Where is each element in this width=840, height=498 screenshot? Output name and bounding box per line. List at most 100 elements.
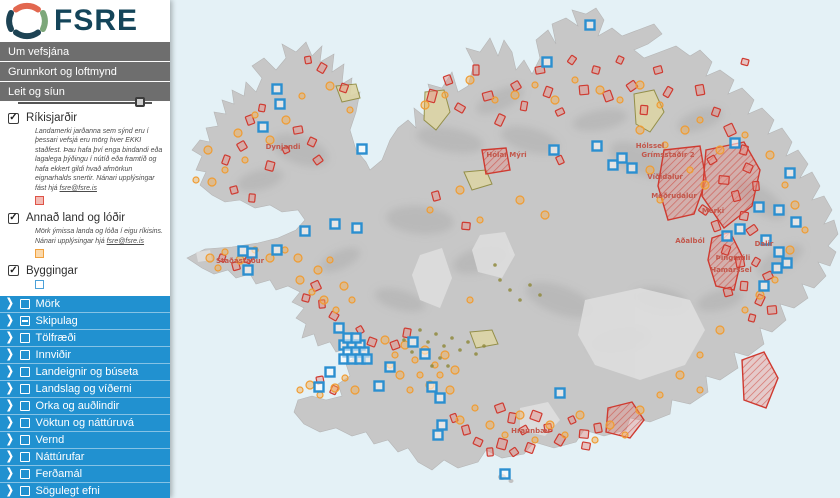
building-marker[interactable] xyxy=(237,245,249,257)
layer-group-landeignir-og-buseta[interactable]: ❯ Landeignir og búseta xyxy=(0,363,170,381)
rikisjardir-parcel[interactable] xyxy=(534,65,546,75)
rikisjardir-region[interactable] xyxy=(481,147,511,175)
building-marker[interactable] xyxy=(729,137,741,149)
other-land-marker[interactable] xyxy=(391,351,399,359)
layer-group-vernd[interactable]: ❯ Vernd xyxy=(0,431,170,449)
small-parcel-dot[interactable] xyxy=(458,348,462,352)
rikisjardir-parcel[interactable] xyxy=(751,256,761,268)
rikisjardir-parcel[interactable] xyxy=(524,442,536,454)
other-land-marker[interactable] xyxy=(406,386,414,394)
other-land-marker[interactable] xyxy=(395,370,405,380)
other-land-marker[interactable] xyxy=(203,145,213,155)
other-land-marker[interactable] xyxy=(561,431,569,439)
chevron-right-icon[interactable]: ❯ xyxy=(6,382,14,395)
building-marker[interactable] xyxy=(434,392,446,404)
rikisjardir-parcel[interactable] xyxy=(519,100,529,112)
other-land-marker[interactable] xyxy=(616,96,624,104)
small-parcel-dot[interactable] xyxy=(474,352,478,356)
rikisjardir-parcel[interactable] xyxy=(301,293,311,303)
small-parcel-dot[interactable] xyxy=(528,283,532,287)
rikisjardir-parcel[interactable] xyxy=(312,154,324,166)
building-marker[interactable] xyxy=(350,332,362,344)
other-land-marker[interactable] xyxy=(635,125,645,135)
other-land-marker[interactable] xyxy=(298,92,306,100)
contact-link-annad-land-og-lodir[interactable]: fsre@fsre.is xyxy=(106,237,145,245)
rikisjardir-parcel[interactable] xyxy=(745,224,759,236)
rikisjardir-parcel[interactable] xyxy=(264,160,276,172)
contact-link-rikisjardir[interactable]: fsre@fsre.is xyxy=(59,184,97,192)
rikisjardir-parcel[interactable] xyxy=(578,84,590,96)
other-land-marker[interactable] xyxy=(251,111,259,119)
chevron-right-icon[interactable]: ❯ xyxy=(6,331,14,344)
rikisjardir-parcel[interactable] xyxy=(495,437,509,451)
other-land-marker[interactable] xyxy=(476,216,484,224)
small-parcel-dots-layer[interactable] xyxy=(402,263,542,368)
rikisjardir-parcel[interactable] xyxy=(472,64,480,76)
menu-item-grunnkort-og-loftmynd[interactable]: Grunnkort og loftmynd xyxy=(0,62,170,82)
small-parcel-dot[interactable] xyxy=(418,328,422,332)
other-land-polygons-layer[interactable] xyxy=(335,83,665,349)
other-land-marker[interactable] xyxy=(765,150,775,160)
chevron-right-icon[interactable]: ❯ xyxy=(6,365,14,378)
small-parcel-dot[interactable] xyxy=(442,344,446,348)
building-marker[interactable] xyxy=(299,225,311,237)
other-land-marker[interactable] xyxy=(741,131,749,139)
rikisjardir-parcel[interactable] xyxy=(542,85,554,99)
layer-group-landslag-og-viderni[interactable]: ❯ Landslag og víðerni xyxy=(0,380,170,398)
building-marker[interactable] xyxy=(584,19,596,31)
other-land-marker[interactable] xyxy=(296,386,304,394)
rikisjardir-parcel[interactable] xyxy=(486,447,494,457)
orka-og-audlindir-checkbox[interactable] xyxy=(19,400,30,411)
other-land-marker[interactable] xyxy=(675,370,685,380)
small-parcel-dot[interactable] xyxy=(430,364,434,368)
rikisjardir-parcel[interactable] xyxy=(426,88,438,104)
rikisjardir-parcel[interactable] xyxy=(244,114,256,126)
landslag-og-viderni-checkbox[interactable] xyxy=(19,383,30,394)
other-land-marker[interactable] xyxy=(755,290,765,300)
rikisjardir-parcel[interactable] xyxy=(339,82,349,94)
chevron-right-icon[interactable]: ❯ xyxy=(6,484,14,497)
other-land-marker[interactable] xyxy=(281,115,291,125)
other-land-marker[interactable] xyxy=(420,100,430,110)
chevron-right-icon[interactable]: ❯ xyxy=(6,450,14,463)
menu-item-leit-og-siun[interactable]: Leit og síun xyxy=(0,82,170,102)
building-marker[interactable] xyxy=(760,234,772,246)
rikisjardir-parcel[interactable] xyxy=(236,140,248,152)
layer-toggle-rikisjardir[interactable]: ✓ Ríkisjarðir xyxy=(8,112,162,124)
layer-toggle-byggingar[interactable]: ✓ Byggingar xyxy=(8,265,162,277)
rikisjardir-parcel[interactable] xyxy=(518,424,530,436)
other-land-marker[interactable] xyxy=(205,253,215,263)
other-land-polygon[interactable] xyxy=(463,169,493,191)
building-marker[interactable] xyxy=(432,429,444,441)
building-marker[interactable] xyxy=(361,353,373,365)
rikisjardir-parcel[interactable] xyxy=(754,293,766,307)
rikisjardir-parcel[interactable] xyxy=(740,57,750,67)
building-marker[interactable] xyxy=(313,381,325,393)
rikisjardir-parcel[interactable] xyxy=(292,125,304,135)
other-land-marker[interactable] xyxy=(436,371,444,379)
other-land-marker[interactable] xyxy=(545,420,555,430)
other-land-marker[interactable] xyxy=(380,335,390,345)
building-marker[interactable] xyxy=(758,280,770,292)
building-marker[interactable] xyxy=(773,204,785,216)
rikisjardir-region[interactable] xyxy=(741,351,779,409)
layer-group-orka-og-audlindir[interactable]: ❯ Orka og auðlindir xyxy=(0,397,170,415)
rikisjardir-parcel[interactable] xyxy=(389,339,401,351)
rikisjardir-parcel[interactable] xyxy=(461,221,471,231)
other-land-marker[interactable] xyxy=(575,410,585,420)
rikisjardir-parcel[interactable] xyxy=(257,103,267,113)
rikisjardir-parcel[interactable] xyxy=(229,185,239,195)
rikisjardir-parcels-layer[interactable] xyxy=(217,54,778,458)
building-marker[interactable] xyxy=(591,140,603,152)
rikisjardir-parcel[interactable] xyxy=(662,85,674,99)
buildings-markers-layer[interactable] xyxy=(237,19,802,480)
other-land-marker[interactable] xyxy=(350,385,360,395)
other-land-marker[interactable] xyxy=(265,253,275,263)
building-marker[interactable] xyxy=(329,218,341,230)
other-land-marker[interactable] xyxy=(680,125,690,135)
rikisjardir-parcel[interactable] xyxy=(472,436,484,448)
other-land-marker[interactable] xyxy=(591,436,599,444)
other-land-marker[interactable] xyxy=(696,116,704,124)
building-marker[interactable] xyxy=(790,216,802,228)
rikisjardir-parcel[interactable] xyxy=(581,441,591,451)
